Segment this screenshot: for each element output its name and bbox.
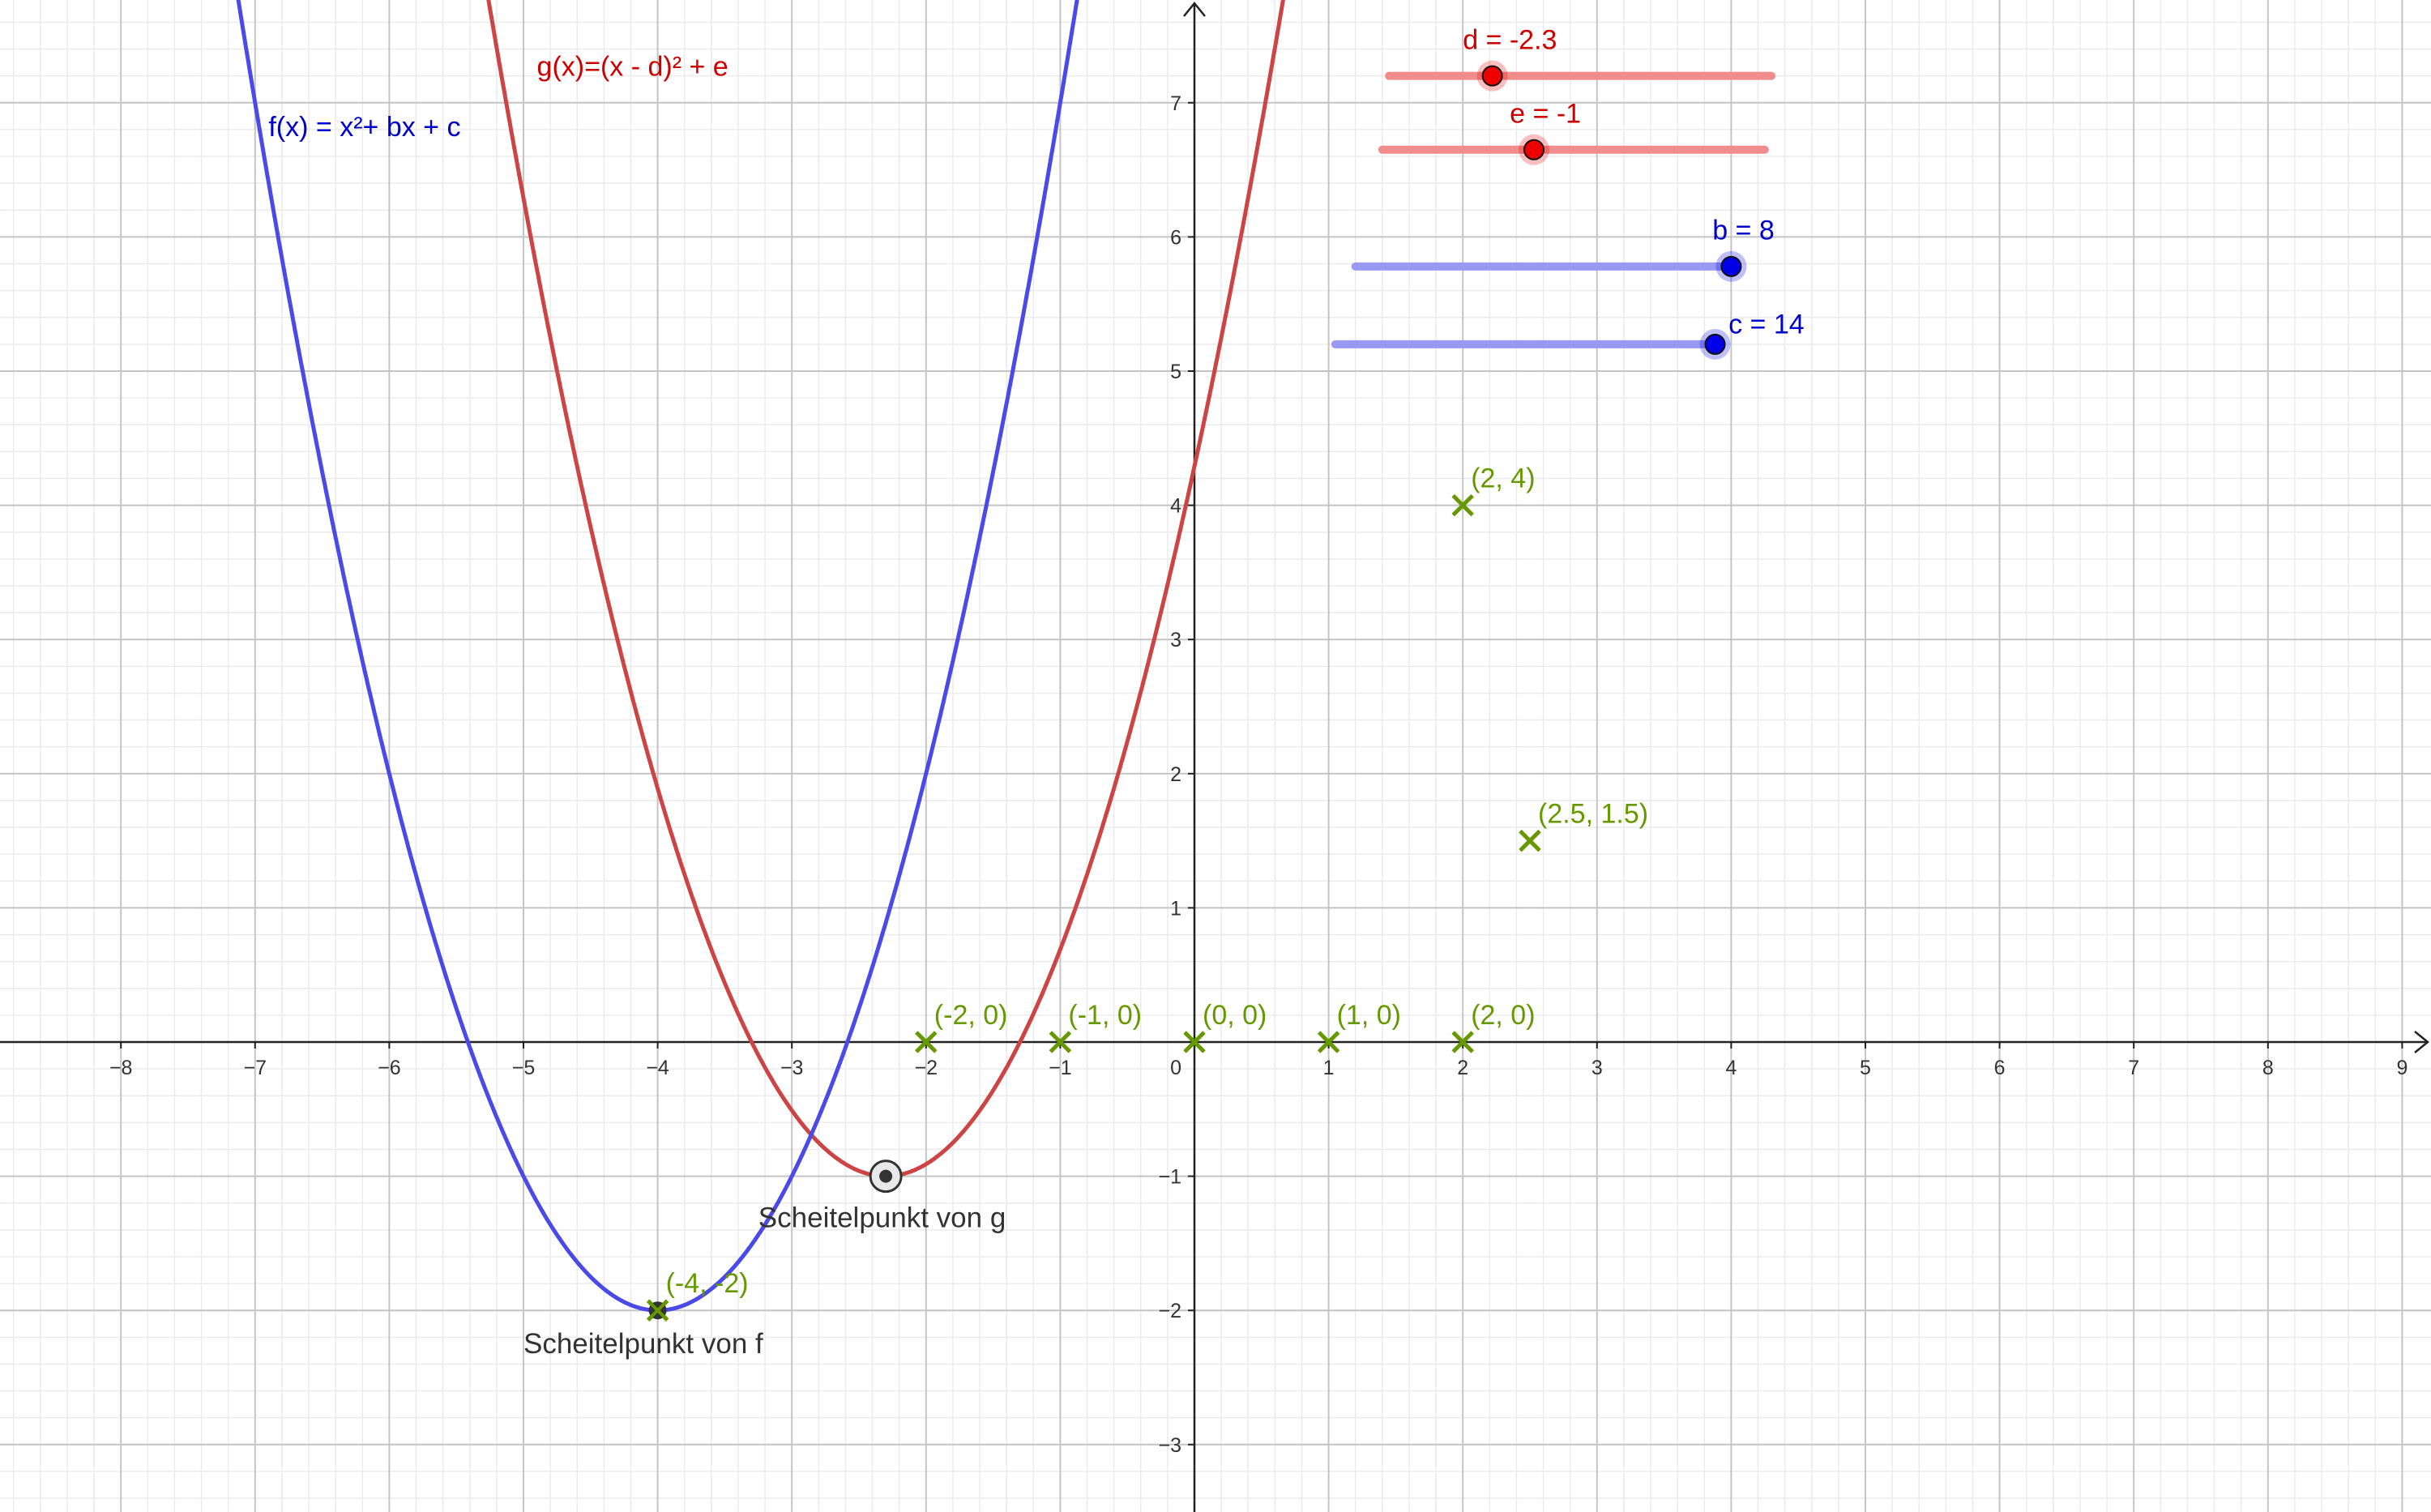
slider-b-knob[interactable] bbox=[1720, 255, 1742, 277]
x-tick-label: −3 bbox=[780, 1057, 804, 1079]
vertex-g-dot bbox=[879, 1169, 893, 1183]
point-label: (2, 4) bbox=[1471, 463, 1535, 494]
point-label: (-1, 0) bbox=[1068, 1000, 1142, 1031]
slider-e-knob[interactable] bbox=[1523, 139, 1544, 160]
point-marker[interactable] bbox=[1317, 1031, 1340, 1053]
x-tick-label: 7 bbox=[2128, 1057, 2139, 1079]
slider-d-knob[interactable] bbox=[1481, 65, 1503, 87]
vertex-f-label: Scheitelpunkt von f bbox=[523, 1328, 763, 1360]
x-tick-label: −8 bbox=[109, 1057, 133, 1079]
point-marker[interactable] bbox=[1519, 829, 1541, 852]
point-label: (2.5, 1.5) bbox=[1538, 799, 1648, 830]
point-marker[interactable] bbox=[1183, 1031, 1206, 1053]
x-tick-label: −6 bbox=[378, 1057, 401, 1079]
point-marker[interactable] bbox=[1049, 1031, 1072, 1053]
point-marker[interactable] bbox=[915, 1031, 938, 1053]
sliders[interactable]: d = -2.3 e = -1 b = 8 c = 14 bbox=[1331, 25, 1805, 360]
point-label: (2, 0) bbox=[1471, 1000, 1535, 1031]
point-label: (-4, -2) bbox=[666, 1268, 749, 1299]
point-marker[interactable] bbox=[1451, 493, 1474, 517]
vertex-markers[interactable]: Scheitelpunkt von f Scheitelpunkt von g bbox=[523, 1160, 1006, 1360]
y-tick-label: 1 bbox=[1170, 897, 1181, 920]
slider-d[interactable]: d = -2.3 bbox=[1385, 25, 1776, 92]
vertex-g-label: Scheitelpunkt von g bbox=[758, 1202, 1006, 1234]
slider-c[interactable]: c = 14 bbox=[1331, 310, 1805, 360]
x-tick-label: 2 bbox=[1457, 1057, 1468, 1079]
x-tick-label: −4 bbox=[646, 1057, 669, 1079]
point-label: (-2, 0) bbox=[934, 1000, 1008, 1031]
point-label: (1, 0) bbox=[1337, 1000, 1401, 1031]
y-tick-label: 4 bbox=[1170, 495, 1181, 518]
slider-d-label: d = -2.3 bbox=[1463, 25, 1557, 56]
point-marker[interactable] bbox=[1451, 1031, 1474, 1053]
y-axis-arrow bbox=[1183, 2, 1206, 17]
x-tick-label: 5 bbox=[1860, 1057, 1871, 1079]
slider-c-knob[interactable] bbox=[1704, 333, 1726, 355]
x-tick-label: 9 bbox=[2396, 1057, 2408, 1079]
vertex-f-cross bbox=[648, 1301, 668, 1320]
point-label: (0, 0) bbox=[1203, 1000, 1267, 1031]
slider-b-label: b = 8 bbox=[1712, 216, 1775, 246]
slider-e[interactable]: e = -1 bbox=[1378, 99, 1769, 165]
point-markers[interactable]: (-2, 0) (-1, 0) (0, 0) (1, 0) (2, 0) (2, 4) (2… bbox=[646, 463, 1648, 1322]
y-tick-label: 3 bbox=[1170, 629, 1181, 651]
x-tick-label: 1 bbox=[1323, 1057, 1335, 1079]
x-tick-label: −7 bbox=[244, 1057, 267, 1079]
x-tick-label: 3 bbox=[1591, 1057, 1603, 1079]
x-axis-arrow bbox=[2414, 1031, 2429, 1053]
g-function-label: g(x)=(x - d)² + e bbox=[537, 52, 728, 83]
y-tick-label: −3 bbox=[1158, 1434, 1181, 1457]
y-tick-label: 2 bbox=[1170, 763, 1181, 786]
function-labels: f(x) = x²+ bx + c g(x)=(x - d)² + e bbox=[268, 52, 728, 143]
g-curve[interactable] bbox=[481, 0, 1291, 1179]
y-tick-label: 6 bbox=[1170, 226, 1181, 249]
x-tick-label: −1 bbox=[1049, 1057, 1072, 1079]
x-tick-label: 8 bbox=[2262, 1057, 2274, 1079]
x-tick-label: 4 bbox=[1725, 1057, 1737, 1079]
slider-b[interactable]: b = 8 bbox=[1351, 216, 1775, 282]
y-tick-label: −1 bbox=[1158, 1166, 1181, 1189]
tick-labels: −8 −7 −6 −5 −4 −3 −2 −1 1 2 3 4 5 6 7 8 9 −3 −2 −1 1 2 3 4 5 6 7 0 bbox=[109, 92, 2408, 1457]
y-tick-label: 7 bbox=[1170, 92, 1181, 115]
f-function-label: f(x) = x²+ bx + c bbox=[268, 112, 460, 143]
x-tick-label: 6 bbox=[1994, 1057, 2006, 1079]
slider-e-label: e = -1 bbox=[1510, 99, 1581, 130]
slider-c-label: c = 14 bbox=[1728, 310, 1805, 340]
y-tick-label: 5 bbox=[1170, 361, 1181, 383]
x-tick-label: −2 bbox=[915, 1057, 938, 1079]
origin-label: 0 bbox=[1170, 1057, 1181, 1079]
x-tick-label: −5 bbox=[512, 1057, 536, 1079]
y-tick-label: −2 bbox=[1158, 1300, 1181, 1322]
